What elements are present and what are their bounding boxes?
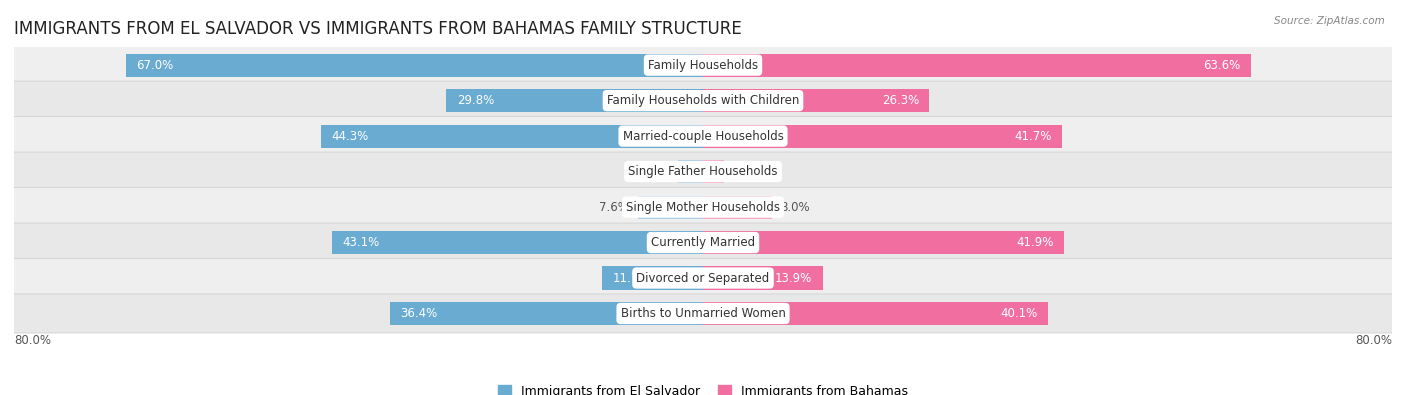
Text: 41.9%: 41.9% [1017, 236, 1053, 249]
Text: 43.1%: 43.1% [342, 236, 380, 249]
Bar [703, 54, 1251, 77]
Text: Married-couple Households: Married-couple Households [623, 130, 783, 143]
Text: 41.7%: 41.7% [1014, 130, 1052, 143]
Bar [389, 302, 703, 325]
Text: 40.1%: 40.1% [1001, 307, 1038, 320]
Text: Family Households: Family Households [648, 58, 758, 71]
FancyBboxPatch shape [14, 188, 1392, 227]
Text: Single Father Households: Single Father Households [628, 165, 778, 178]
Legend: Immigrants from El Salvador, Immigrants from Bahamas: Immigrants from El Salvador, Immigrants … [494, 380, 912, 395]
FancyBboxPatch shape [14, 294, 1392, 333]
Bar [703, 302, 1049, 325]
FancyBboxPatch shape [14, 117, 1392, 156]
Text: 2.9%: 2.9% [640, 165, 669, 178]
Text: 29.8%: 29.8% [457, 94, 494, 107]
Text: IMMIGRANTS FROM EL SALVADOR VS IMMIGRANTS FROM BAHAMAS FAMILY STRUCTURE: IMMIGRANTS FROM EL SALVADOR VS IMMIGRANT… [14, 19, 742, 38]
Bar [703, 196, 772, 218]
Text: Single Mother Households: Single Mother Households [626, 201, 780, 214]
FancyBboxPatch shape [14, 258, 1392, 297]
Text: Births to Unmarried Women: Births to Unmarried Women [620, 307, 786, 320]
Text: 44.3%: 44.3% [332, 130, 370, 143]
Bar [602, 267, 703, 290]
Text: 80.0%: 80.0% [14, 334, 51, 346]
Text: 2.4%: 2.4% [733, 165, 762, 178]
Bar [446, 89, 703, 112]
Text: 7.6%: 7.6% [599, 201, 628, 214]
FancyBboxPatch shape [14, 223, 1392, 262]
Text: 8.0%: 8.0% [780, 201, 810, 214]
Text: 36.4%: 36.4% [399, 307, 437, 320]
FancyBboxPatch shape [14, 46, 1392, 85]
Bar [703, 160, 724, 183]
Text: 11.7%: 11.7% [613, 271, 650, 284]
Bar [703, 267, 823, 290]
FancyBboxPatch shape [14, 152, 1392, 191]
Bar [678, 160, 703, 183]
Text: Family Households with Children: Family Households with Children [607, 94, 799, 107]
Text: Source: ZipAtlas.com: Source: ZipAtlas.com [1274, 16, 1385, 26]
Bar [703, 124, 1062, 148]
Bar [703, 231, 1064, 254]
Text: 26.3%: 26.3% [882, 94, 920, 107]
Bar [637, 196, 703, 218]
Text: Currently Married: Currently Married [651, 236, 755, 249]
Text: Divorced or Separated: Divorced or Separated [637, 271, 769, 284]
Bar [703, 89, 929, 112]
Bar [332, 231, 703, 254]
Text: 63.6%: 63.6% [1204, 58, 1240, 71]
Bar [127, 54, 703, 77]
FancyBboxPatch shape [14, 81, 1392, 120]
Text: 13.9%: 13.9% [775, 271, 813, 284]
Text: 80.0%: 80.0% [1355, 334, 1392, 346]
Bar [322, 124, 703, 148]
Text: 67.0%: 67.0% [136, 58, 173, 71]
